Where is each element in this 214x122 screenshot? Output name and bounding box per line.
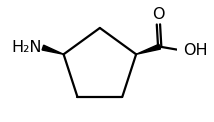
Text: OH: OH (183, 43, 208, 58)
Polygon shape (136, 44, 160, 54)
Polygon shape (42, 45, 64, 54)
Text: O: O (152, 7, 165, 22)
Text: H₂N: H₂N (11, 40, 42, 55)
